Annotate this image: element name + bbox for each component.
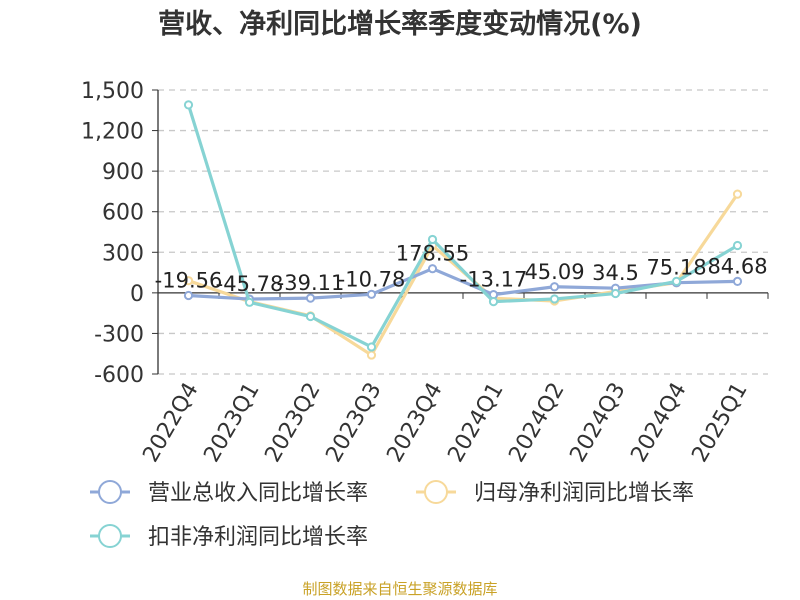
data-point bbox=[732, 276, 743, 287]
source-note: 制图数据来自恒生聚源数据库 bbox=[302, 580, 498, 598]
data-point bbox=[183, 290, 194, 301]
y-tick-label: 600 bbox=[102, 201, 144, 226]
data-label: 75.18 bbox=[646, 256, 706, 280]
data-label: -39.11 bbox=[277, 271, 345, 295]
data-point bbox=[366, 342, 377, 352]
data-label: 178.55 bbox=[396, 242, 469, 266]
data-point bbox=[244, 297, 255, 307]
legend-label: 营业总收入同比增长率 bbox=[148, 481, 368, 506]
data-label: 34.5 bbox=[592, 261, 639, 285]
x-tick-label: 2024Q4 bbox=[626, 379, 691, 467]
data-label: -45.78 bbox=[216, 272, 284, 296]
legend-marker bbox=[98, 524, 122, 548]
legend-label: 归母净利润同比增长率 bbox=[474, 481, 694, 506]
x-tick-label: 2023Q2 bbox=[260, 379, 325, 467]
y-tick-label: 0 bbox=[130, 282, 144, 307]
data-point bbox=[305, 293, 316, 303]
series-lines bbox=[183, 100, 743, 360]
legend-marker bbox=[98, 480, 122, 504]
legend-label: 扣非净利润同比增长率 bbox=[148, 525, 368, 550]
legend-marker bbox=[424, 480, 448, 504]
data-labels: -19.56-45.78-39.11-10.78178.55-13.1745.0… bbox=[155, 242, 768, 296]
y-tick-label: -300 bbox=[94, 322, 144, 347]
x-tick-label: 2024Q2 bbox=[504, 379, 569, 467]
x-tick-label: 2025Q1 bbox=[687, 379, 752, 467]
x-tick-label: 2023Q3 bbox=[321, 379, 386, 467]
data-point bbox=[549, 294, 560, 304]
y-tick-label: 900 bbox=[102, 160, 144, 185]
data-point bbox=[732, 189, 743, 199]
y-tick-label: 300 bbox=[102, 241, 144, 266]
data-point bbox=[610, 288, 621, 299]
data-label: -10.78 bbox=[338, 267, 406, 291]
x-tick-label: 2022Q4 bbox=[138, 379, 203, 467]
data-point bbox=[549, 282, 560, 292]
data-point bbox=[366, 289, 377, 299]
data-point bbox=[427, 264, 438, 274]
x-tick-label: 2023Q1 bbox=[199, 379, 264, 467]
data-point bbox=[183, 276, 194, 286]
data-label: -13.17 bbox=[460, 268, 528, 292]
data-point bbox=[671, 276, 682, 286]
series-line bbox=[186, 104, 739, 349]
y-tick-label: -600 bbox=[94, 363, 144, 388]
data-point bbox=[488, 297, 499, 307]
x-tick-label: 2023Q4 bbox=[382, 379, 447, 467]
data-label: 84.68 bbox=[707, 254, 767, 278]
y-tick-label: 1,500 bbox=[81, 79, 144, 104]
data-point bbox=[427, 234, 438, 245]
data-point bbox=[183, 100, 194, 110]
y-tick-label: 1,200 bbox=[81, 120, 144, 145]
gridlines bbox=[158, 89, 768, 375]
data-label: -19.56 bbox=[155, 269, 223, 293]
data-point bbox=[732, 240, 743, 251]
chart-title: 营收、净利同比增长率季度变动情况(%) bbox=[158, 9, 642, 40]
data-point bbox=[366, 350, 377, 360]
x-tick-label: 2024Q3 bbox=[565, 379, 630, 467]
data-label: 45.09 bbox=[524, 260, 584, 284]
series-line bbox=[188, 267, 738, 301]
x-tick-label: 2024Q1 bbox=[443, 379, 508, 467]
data-point bbox=[305, 311, 316, 322]
